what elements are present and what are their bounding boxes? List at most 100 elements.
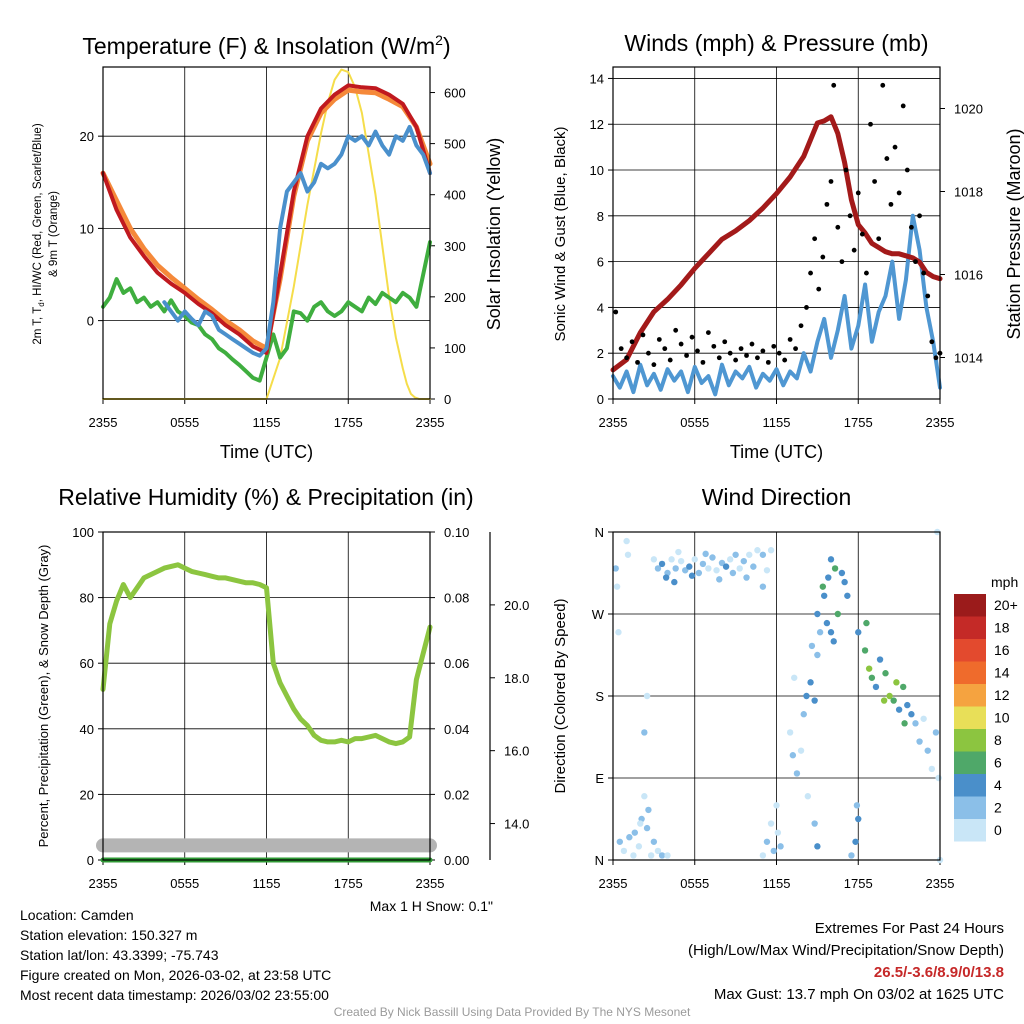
precip-axis-tick-label: 0.04 (444, 722, 469, 737)
wind-direction-point (654, 565, 662, 572)
precip-axis-tick-label: 0.10 (444, 525, 469, 540)
gust-point (618, 346, 624, 352)
plot-border (612, 66, 941, 400)
x-tick-label: 2355 (416, 415, 445, 430)
sonic-wind-line (611, 213, 942, 397)
gust-point (933, 355, 939, 361)
pressure-axis-tick-label: 1014 (954, 351, 983, 366)
legend-label: 20+ (994, 597, 1018, 613)
wind-direction-point (672, 565, 679, 572)
precip-axis-tick-label: 0.06 (444, 656, 469, 671)
precip-axis-tick-label: 0.00 (444, 853, 469, 868)
y-tick-label: 40 (80, 722, 94, 737)
wind-direction-point (804, 793, 812, 800)
wind-direction-point (662, 574, 670, 581)
legend-label: 8 (994, 732, 1002, 748)
x-tick-label: 2355 (89, 876, 118, 891)
elevation-text: Station elevation: 150.327 m (20, 927, 198, 943)
wind-direction-point (616, 838, 624, 845)
snow-depth-axis-tick-label: 16.0 (504, 744, 529, 759)
y-tick-label: 0 (87, 314, 94, 329)
pressure-axis-tick-label: 1020 (954, 102, 983, 117)
wind-direction-point (827, 629, 835, 636)
humidity-precipitation-panel: 2355 0555 1155 1755 2355 0 20 40 60 80 100 0.00 0.02… (36, 484, 529, 914)
wind-direction-point (863, 619, 870, 627)
gust-point (876, 236, 882, 242)
gust-point (904, 167, 910, 173)
wind-direction-point (791, 674, 798, 681)
gust-point (684, 353, 689, 358)
wind-direction-point (763, 838, 771, 845)
wind-direction-point (716, 576, 723, 583)
wind-direction-point (935, 774, 942, 782)
x-tick-label: 1755 (334, 415, 363, 430)
wind-direction-point (803, 692, 810, 700)
wind-direction-point (819, 583, 827, 590)
wind-direction-point (904, 701, 911, 709)
gust-point (868, 121, 873, 127)
x-tick-label: 2355 (926, 415, 955, 430)
wind-direction-panel: 2355 0555 1155 1755 2355 N E S W N Wind Direction D… (552, 484, 1018, 891)
y-tick-label: 8 (597, 209, 604, 224)
wind-direction-point (848, 852, 855, 859)
legend-title: mph (991, 574, 1018, 590)
wind-direction-point (612, 565, 619, 572)
wind-direction-point (682, 567, 689, 574)
gust-point (808, 270, 813, 276)
wind-direction-point (767, 820, 775, 827)
wind-direction-point (763, 567, 771, 574)
wind-direction-point (754, 547, 761, 554)
gust-point (828, 179, 834, 184)
gust-point (925, 293, 931, 299)
gust-point (744, 353, 749, 358)
gust-point (613, 309, 619, 315)
wind-direction-point (709, 554, 716, 561)
wind-direction-point (740, 557, 747, 565)
x-tick-label: 1155 (763, 415, 791, 430)
gust-point (921, 270, 927, 276)
y-tick-label: E (595, 771, 604, 786)
x-tick-label: 2355 (599, 415, 628, 430)
wind-direction-point (668, 556, 675, 563)
wind-direction-point (641, 729, 648, 736)
wind-direction-point (623, 537, 630, 545)
wind-direction-point (626, 834, 633, 841)
wind-direction-point (695, 569, 703, 577)
solar-axis-tick-label: 400 (444, 188, 466, 203)
legend-label: 0 (994, 822, 1002, 838)
winds-panel-title: Winds (mph) & Pressure (mb) (624, 30, 928, 56)
wind-direction-point (637, 820, 644, 827)
wind-direction-point (699, 560, 707, 568)
wind-direction-point (841, 578, 848, 586)
wind-direction-point (924, 747, 931, 754)
legend-label: 2 (994, 800, 1002, 816)
wind-direction-point (928, 765, 936, 773)
dewpoint-line (101, 240, 432, 383)
wind-direction-point (900, 683, 907, 691)
wind-direction-point (767, 547, 775, 554)
humidity-panel-title: Relative Humidity (%) & Precipitation (i… (58, 484, 473, 510)
wind-direction-point (705, 565, 712, 572)
y-tick-label: 10 (590, 163, 604, 178)
wind-direction-point (853, 802, 861, 809)
gust-point (727, 350, 733, 356)
x-tick-label: 1155 (763, 876, 791, 891)
wind-direction-y-axis-label: Direction (Colored By Speed) (552, 598, 569, 793)
legend-label: 4 (994, 777, 1002, 793)
wind-direction-point (630, 852, 637, 859)
y-tick-label: 2 (597, 346, 604, 361)
gust-point (695, 348, 700, 354)
gust-point (646, 350, 651, 356)
wind-direction-point (865, 665, 873, 672)
legend-swatch (954, 751, 986, 774)
y-tick-label: 12 (590, 117, 604, 132)
wind-direction-point (814, 651, 821, 659)
legend-label: 14 (994, 665, 1010, 681)
legend-swatch (954, 774, 986, 797)
gust-point (793, 346, 798, 352)
gust-point (635, 359, 640, 365)
gust-point (843, 167, 849, 173)
x-tick-label: 1755 (334, 876, 363, 891)
extremes-block: Extremes For Past 24 Hours (High/Low/Max… (688, 918, 1004, 1006)
wind-direction-point (641, 793, 648, 800)
